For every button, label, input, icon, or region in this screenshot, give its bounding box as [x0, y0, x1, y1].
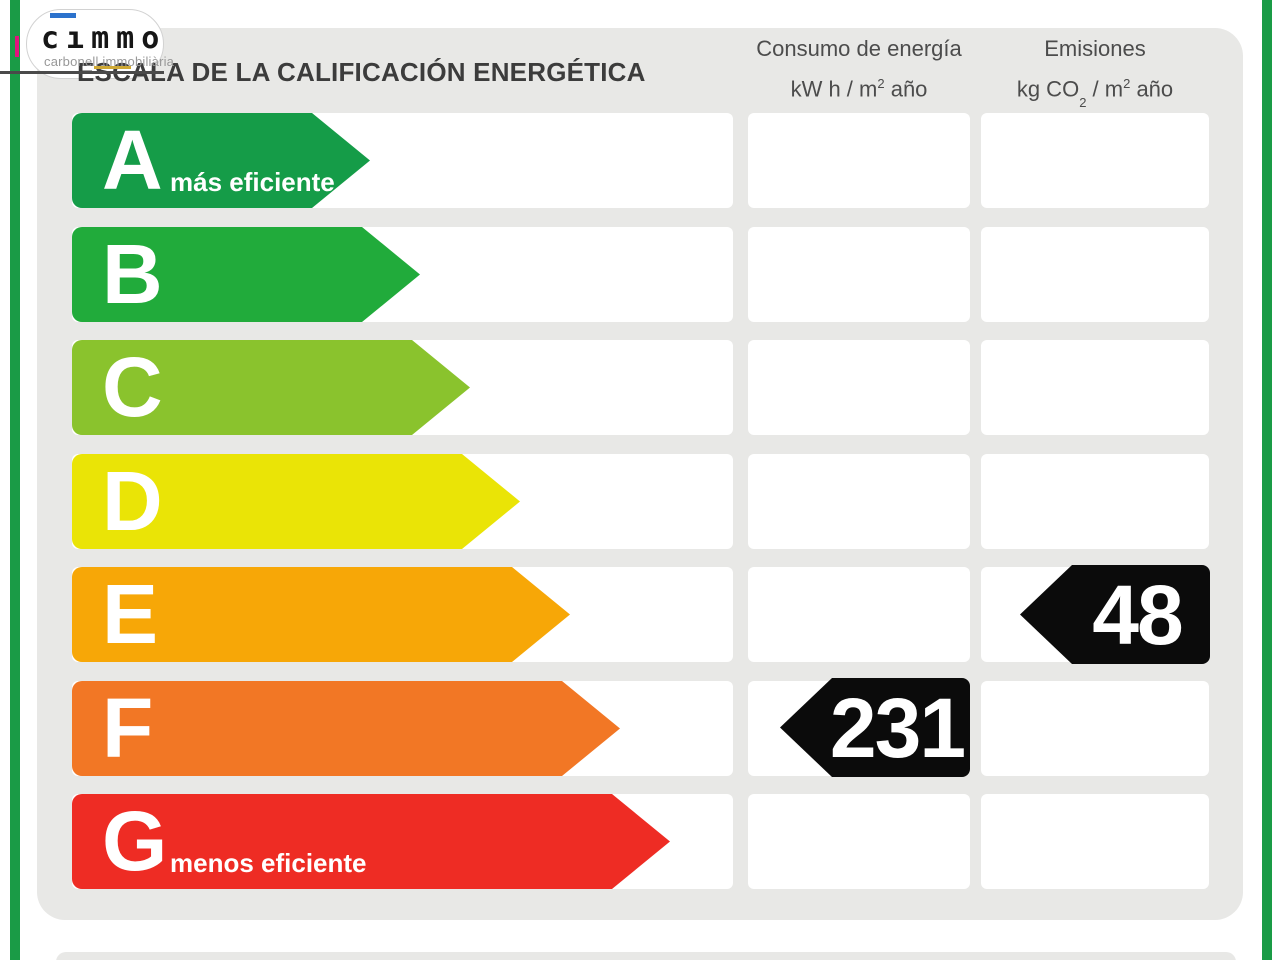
rating-bar-c: C: [72, 340, 470, 435]
emisiones-cell: [981, 227, 1209, 322]
consumo-cell: [748, 113, 970, 208]
emisiones-cell: [981, 681, 1209, 776]
rating-bar-b: B: [72, 227, 420, 322]
rating-bar-g: G menos eficiente: [72, 794, 670, 889]
page-title: ESCALA DE LA CALIFICACIÓN ENERGÉTICA: [77, 57, 646, 87]
emisiones-cell: [981, 113, 1209, 208]
next-section-panel: [56, 952, 1236, 960]
right-green-border: [1262, 0, 1272, 960]
emisiones-cell: [981, 454, 1209, 549]
consumo-header-unit: kW h / m2 año: [790, 76, 928, 102]
rating-bar-d: D: [72, 454, 520, 549]
rating-bar-f: F: [72, 681, 620, 776]
emisiones-column-header: Emisiones kg CO2 / m2 año: [976, 36, 1214, 111]
consumo-value: 231: [829, 680, 966, 775]
emisiones-cell: [981, 340, 1209, 435]
rating-row-b: B: [0, 227, 1280, 322]
rating-bar-label: menos eficiente: [170, 848, 367, 878]
consumo-cell: [748, 794, 970, 889]
logo-magenta-mark: [15, 36, 19, 57]
consumo-cell: [748, 340, 970, 435]
rating-letter: D: [102, 453, 163, 548]
rating-bar-e: E: [72, 567, 570, 662]
rating-letter: A: [102, 112, 163, 207]
emisiones-header-name: Emisiones: [1044, 36, 1146, 61]
brand-logo: cımmo: [41, 21, 167, 56]
rating-letter: F: [102, 680, 154, 775]
rating-bar-label: más eficiente: [170, 167, 335, 197]
rating-row-c: C: [0, 340, 1280, 435]
emisiones-header-unit: kg CO2 / m2 año: [1016, 76, 1174, 110]
emisiones-value: 48: [1092, 567, 1183, 662]
consumo-cell: [748, 567, 970, 662]
rating-letter: C: [102, 339, 163, 434]
rating-row-g: G menos eficiente: [0, 794, 1280, 889]
left-green-border: [10, 0, 20, 960]
brand-subtitle: carbonell immobiliària: [44, 54, 175, 69]
consumo-column-header: Consumo de energía kW h / m2 año: [740, 36, 978, 102]
logo-gold-underline: [94, 66, 131, 69]
rating-letter: E: [102, 566, 159, 661]
rating-row-a: A más eficiente: [0, 113, 1280, 208]
logo-horizontal-line: [0, 71, 164, 74]
rating-row-f: F: [0, 681, 1280, 776]
consumo-header-name: Consumo de energía: [756, 36, 962, 61]
rating-bar-a: A más eficiente: [72, 113, 370, 208]
emisiones-cell: [981, 794, 1209, 889]
rating-row-d: D: [0, 454, 1280, 549]
consumo-cell: [748, 227, 970, 322]
consumo-cell: [748, 454, 970, 549]
logo-blue-mark: [50, 13, 76, 18]
rating-letter: G: [102, 793, 168, 888]
rating-letter: B: [102, 226, 163, 321]
